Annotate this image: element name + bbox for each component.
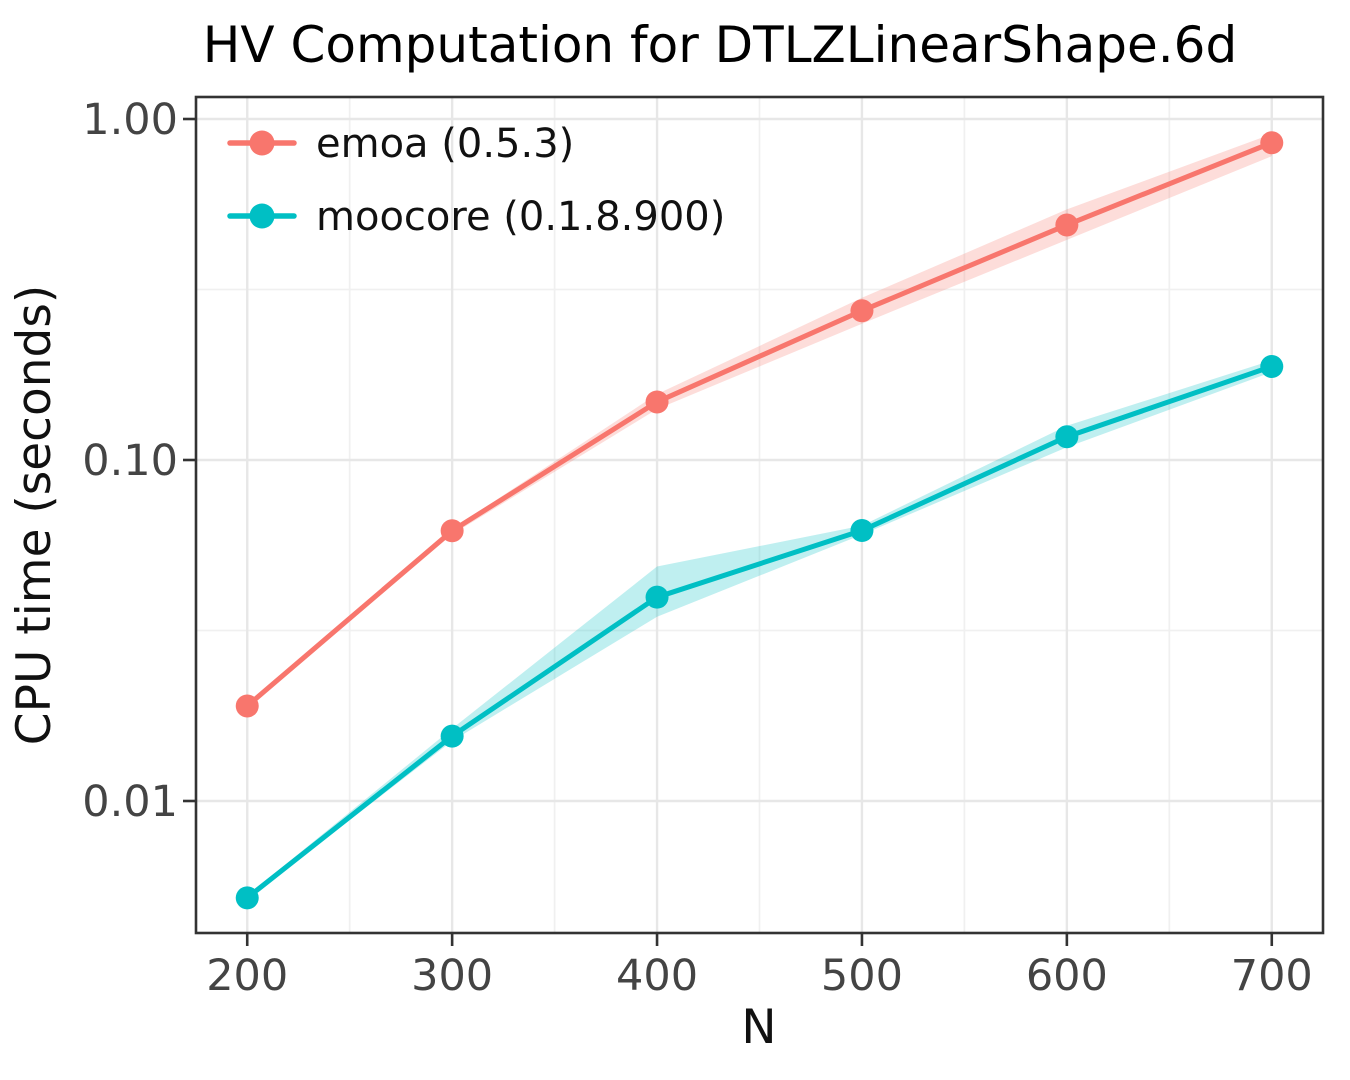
legend: emoa (0.5.3) moocore (0.1.8.900) — [227, 121, 725, 240]
series-0-point-700 — [1260, 131, 1284, 155]
series-1-line — [244, 364, 1275, 901]
series-1-point-300 — [440, 724, 464, 748]
series-0-point-200 — [235, 694, 259, 718]
x-tick-label: 200 — [206, 951, 288, 1001]
legend-label-0: emoa (0.5.3) — [316, 121, 574, 167]
x-tick-label: 300 — [411, 951, 493, 1001]
series-0-point-500 — [850, 299, 874, 323]
x-tick-label: 500 — [821, 951, 903, 1001]
panel-border — [194, 95, 1325, 935]
series-0-point-400 — [645, 390, 669, 414]
grid-layer — [196, 97, 1323, 933]
series-1-point-700 — [1260, 355, 1284, 379]
legend-key-point-1 — [249, 203, 275, 229]
series-1-point-400 — [645, 585, 669, 609]
series-1-point-500 — [850, 519, 874, 543]
series-0-line — [244, 140, 1275, 709]
y-axis-title: CPU time (seconds) — [7, 285, 62, 745]
series-0-point-600 — [1055, 213, 1079, 237]
y-tick-label: 0.01 — [82, 777, 178, 827]
x-tick-label: 700 — [1231, 951, 1313, 1001]
series-0-ribbon — [247, 133, 1272, 709]
series-0-point-300 — [440, 519, 464, 543]
legend-key-point-0 — [249, 130, 275, 156]
y-tick-label: 1.00 — [82, 95, 178, 145]
frame-layer: 200 300 400 500 600 700 1.00 0.10 0.01 — [82, 95, 1325, 1001]
x-axis-title: N — [741, 1000, 776, 1055]
y-tick-label: 0.10 — [82, 436, 178, 486]
chart-title: HV Computation for DTLZLinearShape.6d — [202, 16, 1238, 74]
series-layer — [235, 131, 1284, 910]
series-1-point-600 — [1055, 425, 1079, 449]
x-tick-label: 400 — [616, 951, 698, 1001]
x-tick-label: 600 — [1026, 951, 1108, 1001]
series-1-point-200 — [235, 886, 259, 910]
legend-label-1: moocore (0.1.8.900) — [316, 194, 725, 240]
